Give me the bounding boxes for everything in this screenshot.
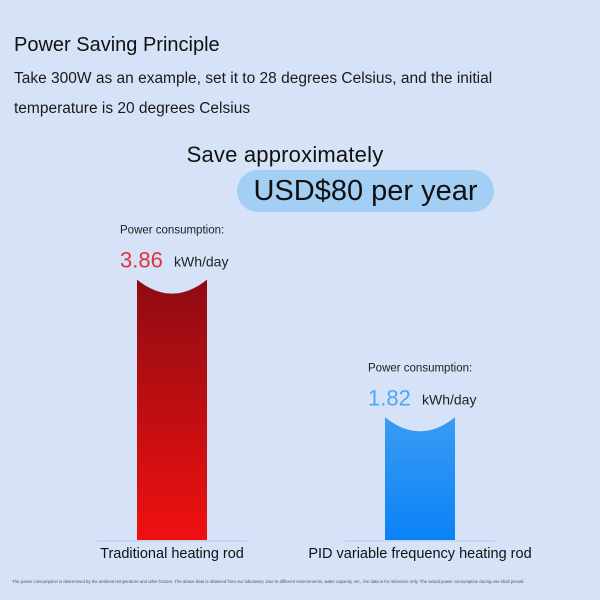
category-label-2: PID variable frequency heating rod xyxy=(308,546,531,562)
bar-2 xyxy=(385,417,455,540)
page-title: Power Saving Principle xyxy=(14,34,220,56)
bar-1-value: 3.86 xyxy=(120,248,163,273)
category-label-1: Traditional heating rod xyxy=(100,546,244,562)
page-subtitle: Take 300W as an example, set it to 28 de… xyxy=(14,70,493,117)
savings-amount-badge: USD$80 per year xyxy=(237,170,494,212)
bar-2-unit: kWh/day xyxy=(422,391,476,407)
bar-2-caption: Power consumption: xyxy=(368,362,472,374)
savings-label: Save approximately xyxy=(186,142,384,167)
bar-1-unit: kWh/day xyxy=(174,254,228,270)
bar-2-value: 1.82 xyxy=(368,385,411,410)
footnote: The power consumption is determined by t… xyxy=(12,579,525,584)
bar-1-caption: Power consumption: xyxy=(120,225,224,237)
bar-1 xyxy=(137,279,207,540)
